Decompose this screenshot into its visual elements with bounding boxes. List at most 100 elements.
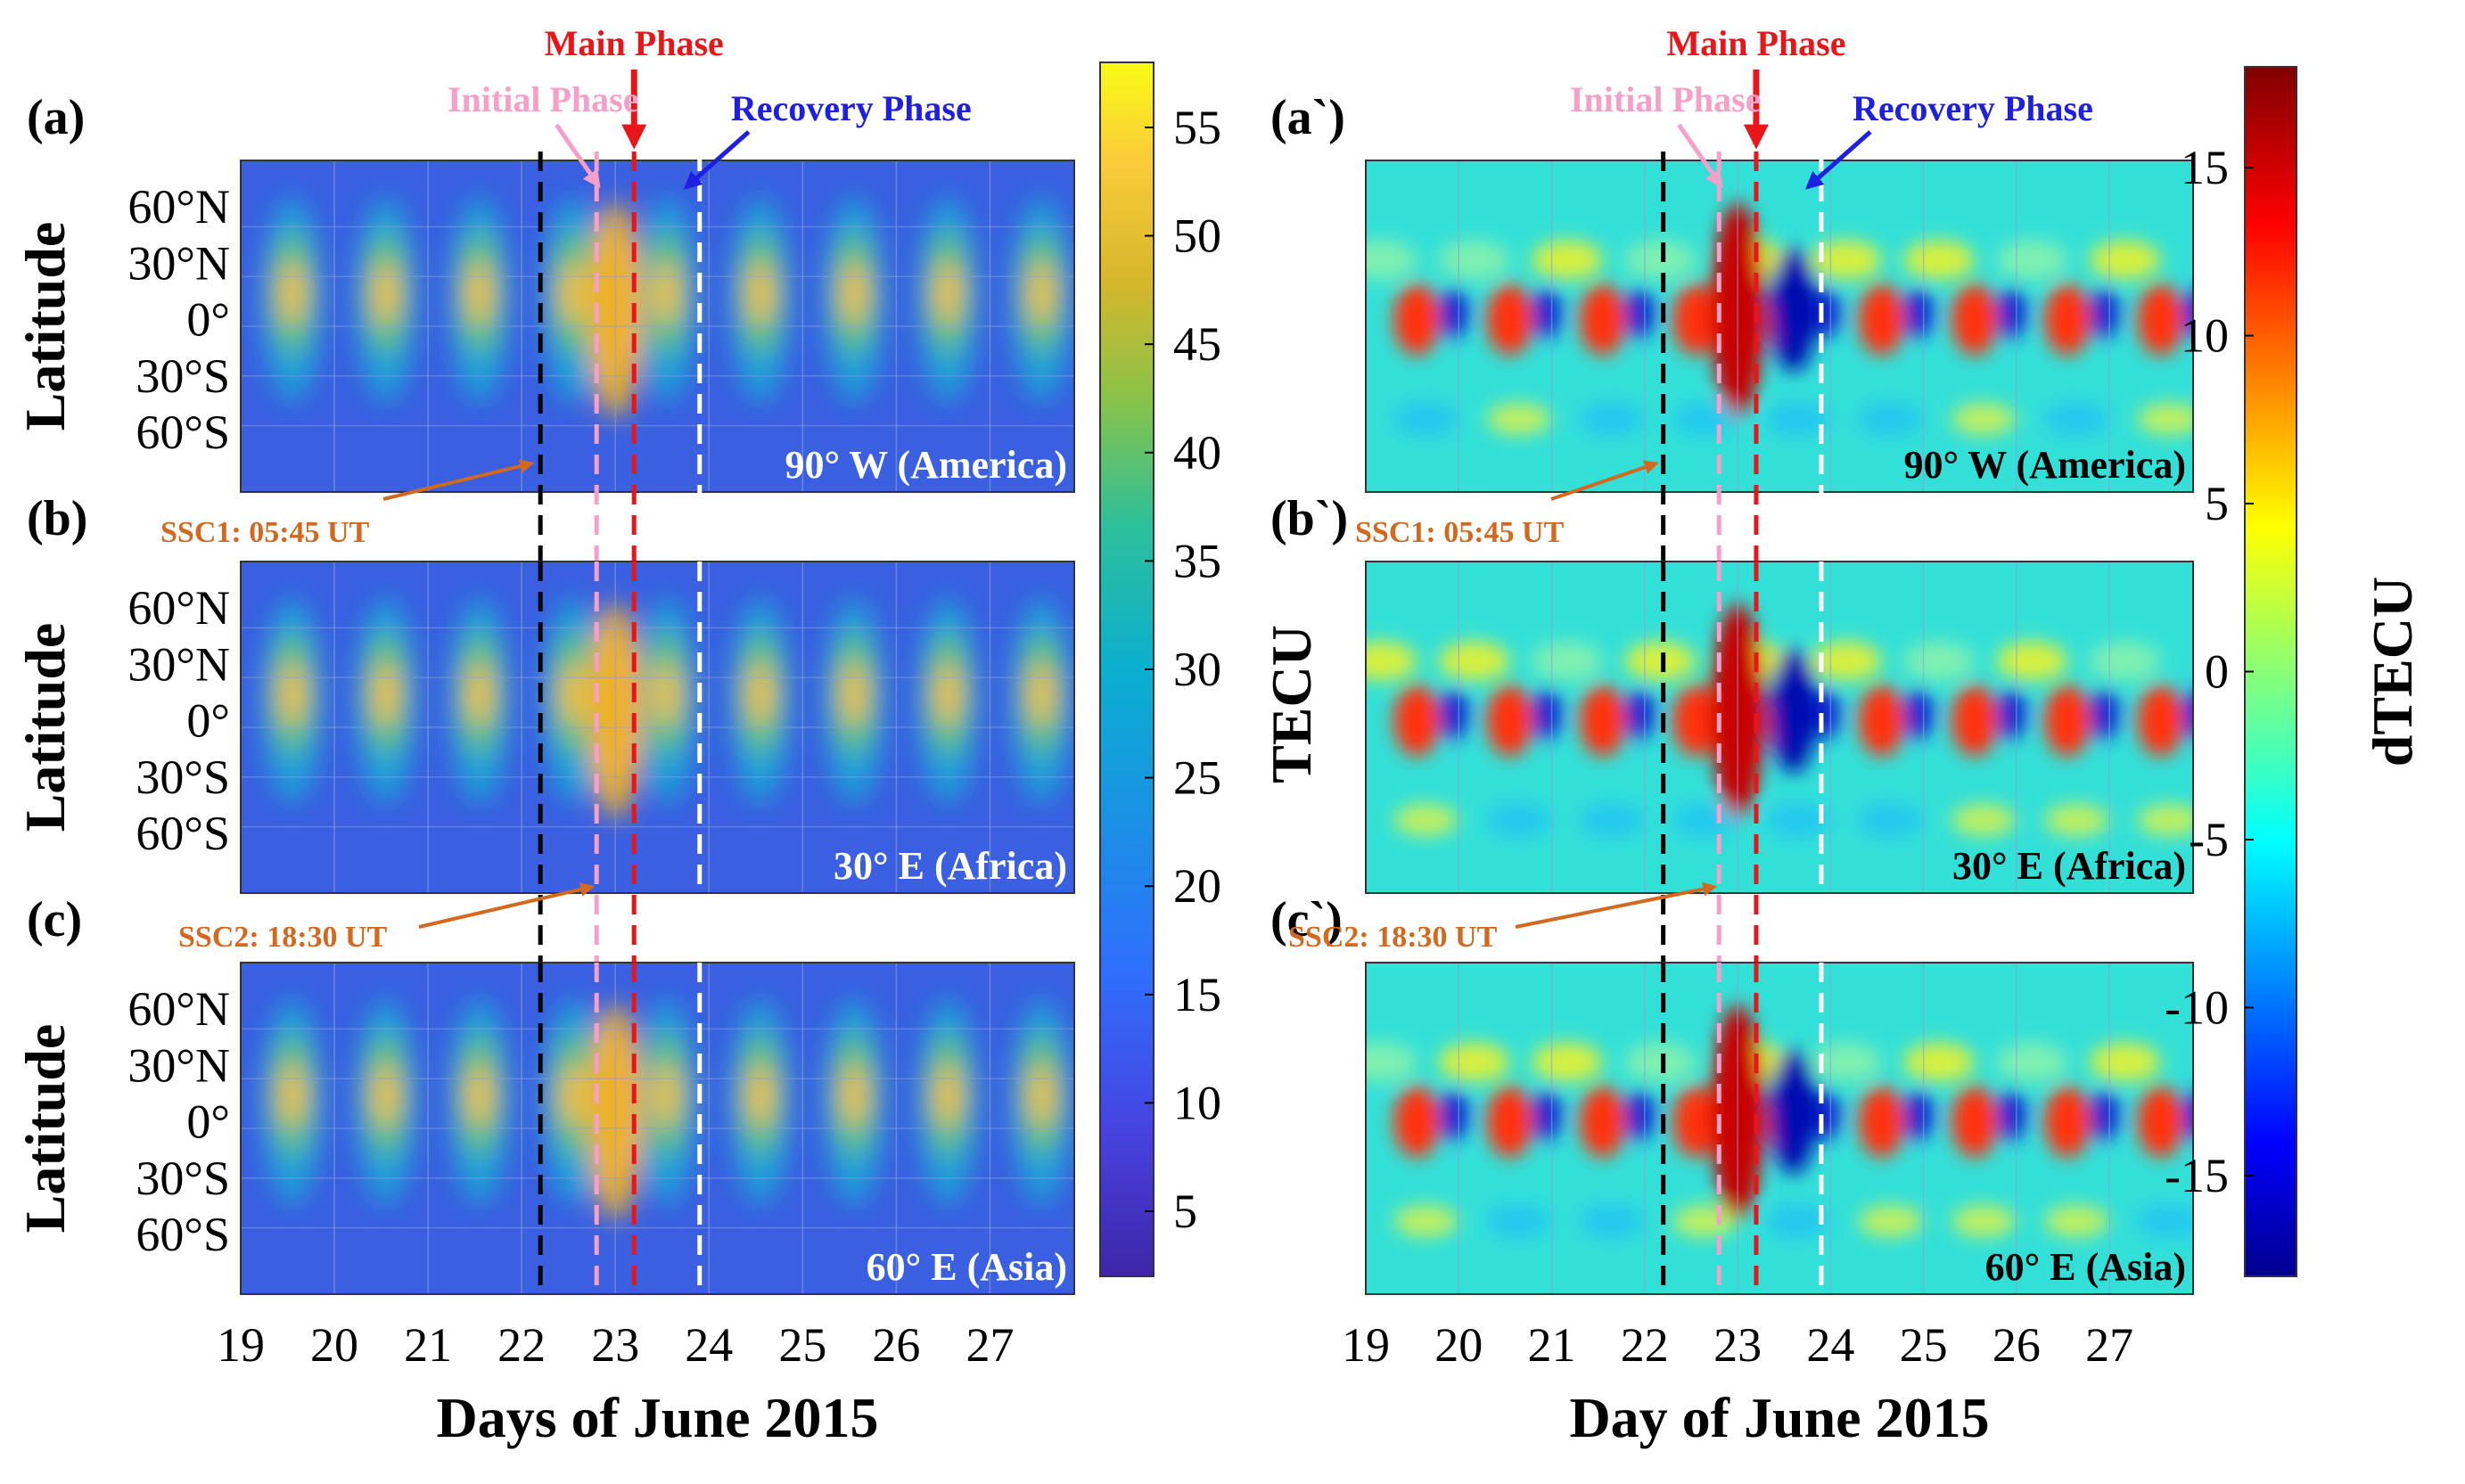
- colorbar-tick-label: 50: [1173, 209, 1221, 263]
- dtec-positive-cell: [1486, 685, 1533, 757]
- tec-plume-peak: [373, 262, 399, 324]
- panel-frame: [1365, 962, 2194, 1295]
- y-axis-title: Latitude: [13, 623, 77, 832]
- dtec-background-cell: [2089, 240, 2161, 280]
- dtec-negative-cell: [2183, 1091, 2193, 1139]
- panel-frame: [240, 160, 1075, 493]
- tec-plume-peak: [560, 262, 586, 324]
- tec-plume-peak: [373, 1064, 399, 1126]
- dtec-background-cell: [1624, 1042, 1697, 1082]
- dtec-negative-cell: [2091, 288, 2120, 339]
- dtec-background-cell: [1531, 240, 1603, 280]
- y-tick-label: 60°N: [127, 581, 230, 635]
- dtec-positive-cell: [1393, 685, 1441, 757]
- y-tick-label: 30°S: [136, 1152, 230, 1205]
- dtec-background-cell: [1366, 641, 1417, 681]
- dtec-negative-cell: [1625, 288, 1655, 339]
- dtec-positive-cell: [1672, 283, 1720, 356]
- dtec-background-cell: [2089, 1042, 2161, 1082]
- dtec-background-cell: [1393, 1205, 1458, 1238]
- dtec-positive-cell: [2044, 283, 2091, 356]
- tec-plume-peak: [1029, 262, 1055, 324]
- colorbar-title: dTECU: [2361, 577, 2424, 767]
- dtec-background-cell: [1902, 641, 1975, 681]
- dtec-positive-cell: [1672, 685, 1720, 757]
- dtec-negative-cell: [1904, 1090, 1934, 1141]
- left-chart: (a)90° W (America)60°N30°N0°30°S60°SLati…: [13, 23, 1221, 1449]
- dtec-background-cell: [1858, 1205, 1923, 1238]
- x-axis-title: Days of June 2015: [436, 1386, 878, 1449]
- panel-pattern: [261, 999, 1072, 1219]
- colorbar-tick-label: 30: [1173, 643, 1221, 696]
- panel-pattern: [1366, 603, 2193, 837]
- colorbar-tick-label: 5: [2205, 477, 2229, 530]
- x-tick-label: 23: [591, 1318, 639, 1372]
- dtec-positive-cell: [1951, 1086, 1998, 1158]
- y-tick-label: 0°: [186, 694, 230, 748]
- dtec-negative-cell: [1812, 288, 1841, 339]
- dtec-positive-cell: [1579, 1086, 1626, 1158]
- tec-plume-peak: [373, 663, 399, 725]
- dtec-background-cell: [1486, 403, 1551, 436]
- dtec-positive-cell: [1393, 283, 1441, 356]
- dtec-positive-cell: [1486, 1086, 1533, 1158]
- panel-label: (a): [27, 90, 85, 145]
- dtec-background-cell: [2089, 641, 2161, 681]
- recovery-phase-label: Recovery Phase: [1853, 88, 2093, 128]
- x-tick-label: 24: [1806, 1318, 1854, 1372]
- dtec-background-cell: [1438, 641, 1510, 681]
- tec-plume-peak: [842, 663, 867, 725]
- region-label: 90° W (America): [1903, 443, 2186, 487]
- colorbar-tick-label: 35: [1173, 534, 1221, 587]
- dtec-background-cell: [1765, 403, 1830, 436]
- panel-label: (b`): [1270, 491, 1348, 546]
- dtec-negative-cell: [1440, 1090, 1469, 1141]
- tec-plume-peak: [1029, 1064, 1055, 1126]
- colorbar-tick-label: 15: [1173, 968, 1221, 1021]
- y-tick-label: 60°S: [136, 406, 230, 459]
- panel-left-1: (b) 30° E (Africa) 60°N30°N0°30°S60°S Latit…: [13, 491, 1075, 963]
- y-tick-label: 30°N: [127, 1038, 230, 1092]
- ssc2-label: SSC2: 18:30 UT: [178, 921, 388, 954]
- tec-plume-peak: [748, 1064, 774, 1126]
- dtec-background-cell: [1393, 403, 1458, 436]
- region-label: 60° E (Asia): [1985, 1245, 2186, 1289]
- panel-frame: [1365, 561, 2194, 894]
- tec-plume-peak: [466, 262, 492, 324]
- panel-frame: [1365, 160, 2194, 493]
- dtec-negative-cell: [1440, 288, 1469, 339]
- colorbar-tick-label: 20: [1173, 859, 1221, 913]
- dtec-background-cell: [1902, 240, 1975, 280]
- ssc1-label: SSC1: 05:45 UT: [1355, 516, 1565, 549]
- dtec-background-cell: [1810, 1042, 1882, 1082]
- dtec-background-cell: [1996, 240, 2068, 280]
- storm-negative-feature: [1770, 648, 1817, 774]
- y-tick-label: 60°S: [136, 807, 230, 860]
- main-phase-label: Main Phase: [1666, 23, 1845, 63]
- dtec-negative-cell: [1440, 689, 1469, 740]
- tec-plume-peak: [842, 1064, 867, 1126]
- dtec-background-cell: [1393, 804, 1458, 837]
- dtec-positive-cell: [1486, 283, 1533, 356]
- panel-body: [1366, 562, 2193, 893]
- dtec-negative-cell: [1904, 689, 1934, 740]
- tec-plume-peak: [935, 663, 961, 725]
- panel-pattern: [261, 197, 1072, 417]
- dtec-negative-cell: [2183, 289, 2193, 337]
- dtec-positive-cell: [2137, 283, 2184, 356]
- dtec-background-cell: [1531, 641, 1603, 681]
- ssc2-label: SSC2: 18:30 UT: [1288, 921, 1498, 954]
- tec-plume-peak: [935, 1064, 961, 1126]
- dtec-background-cell: [1486, 804, 1551, 837]
- dtec-background-cell: [2137, 1205, 2193, 1238]
- dtec-background-cell: [1486, 1205, 1551, 1238]
- x-tick-label: 22: [497, 1318, 546, 1372]
- dtec-background-cell: [1624, 240, 1697, 280]
- dtec-negative-cell: [2183, 690, 2193, 738]
- recovery-phase-arrow: [1804, 130, 1872, 190]
- colorbar-tick-label: -10: [2165, 980, 2229, 1034]
- dtec-positive-cell: [2137, 1086, 2184, 1158]
- tec-plume-peak: [654, 1064, 680, 1126]
- tec-plume-peak: [935, 262, 961, 324]
